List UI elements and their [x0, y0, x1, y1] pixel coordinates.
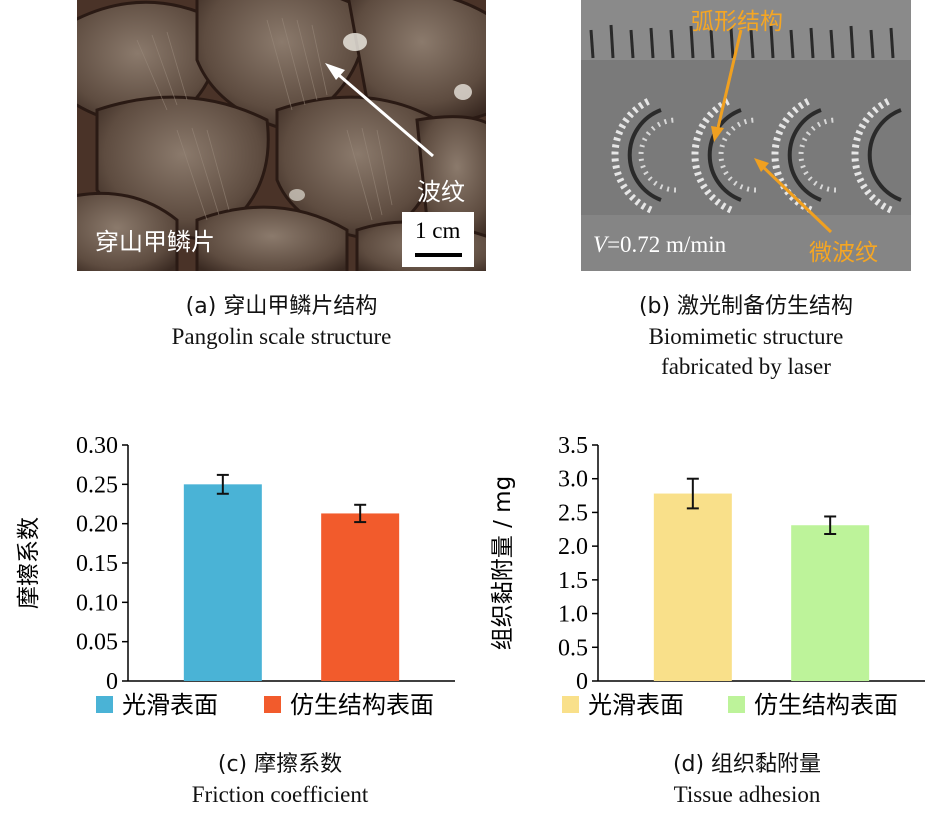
y-axis-label: 摩擦系数	[16, 517, 42, 609]
caption-d: (d) 组织黏附量 Tissue adhesion	[567, 750, 927, 810]
label-ripple: 波纹	[417, 178, 465, 206]
legend-swatch	[728, 696, 745, 713]
y-tick-label: 0.30	[76, 433, 118, 459]
label-arc-structure: 弧形结构	[691, 9, 783, 35]
caption-b-cn: (b) 激光制备仿生结构	[638, 294, 854, 319]
y-tick-label: 0	[576, 669, 588, 695]
pangolin-scale-photo: 穿山甲鳞片 波纹 1 cm	[77, 0, 486, 271]
pangolin-scale-illustration	[77, 0, 486, 271]
arc-structure-arrow	[715, 29, 743, 133]
legend-swatch	[96, 696, 113, 713]
y-tick-label: 0.15	[76, 551, 118, 577]
ripple-arrow	[332, 68, 434, 158]
y-tick-label: 0	[106, 669, 118, 695]
caption-b: (b) 激光制备仿生结构 Biomimetic structure fabric…	[581, 292, 911, 382]
caption-a-en: Pangolin scale structure	[171, 324, 392, 349]
y-tick-label: 2.5	[558, 500, 588, 526]
label-micro-ripple: 微波纹	[809, 240, 878, 266]
y-tick-label: 2.0	[558, 534, 588, 560]
y-tick-label: 3.5	[558, 433, 588, 459]
legend-label: 仿生结构表面	[290, 691, 434, 719]
legend-label: 光滑表面	[122, 691, 218, 719]
y-tick-label: 0.25	[76, 472, 118, 498]
y-axis-label: 组织黏附量 / mg	[490, 476, 516, 650]
legend-swatch	[264, 696, 281, 713]
legend-swatch	[562, 696, 579, 713]
y-tick-label: 1.5	[558, 568, 588, 594]
label-pangolin-scale: 穿山甲鳞片	[95, 228, 215, 256]
legend-label: 仿生结构表面	[754, 691, 898, 719]
caption-c-en: Friction coefficient	[191, 782, 369, 807]
bar-smooth-surface	[653, 493, 732, 681]
caption-d-en: Tissue adhesion	[673, 782, 821, 807]
tissue-adhesion-chart: 0 0.5 1.0 1.5 2.0 2.5 3.0 3.5 组织黏附量 / mg 光滑表面 仿生结构…	[490, 433, 925, 719]
caption-a: (a) 穿山甲鳞片结构 Pangolin scale structure	[77, 292, 486, 352]
y-tick-label: 3.0	[558, 467, 588, 493]
y-tick-label: 0.10	[76, 590, 118, 616]
legend-label: 光滑表面	[588, 691, 684, 719]
bar-biomimetic-surface	[791, 525, 870, 681]
scale-bar-label: 1 cm	[415, 218, 461, 243]
speed-variable: V	[593, 232, 608, 257]
laser-speed-label: V=0.72 m/min	[593, 232, 726, 258]
caption-a-cn: (a) 穿山甲鳞片结构	[185, 294, 378, 319]
caption-b-en-line2: fabricated by laser	[661, 354, 831, 379]
bar-biomimetic-surface	[321, 513, 400, 681]
speed-value: =0.72 m/min	[607, 232, 727, 257]
y-tick-label: 0.5	[558, 635, 588, 661]
laser-structure-illustration	[581, 0, 911, 271]
y-tick-label: 0.20	[76, 512, 118, 538]
y-tick-label: 0.05	[76, 630, 118, 656]
caption-d-cn: (d) 组织黏附量	[672, 752, 822, 777]
caption-c-cn: (c) 摩擦系数	[217, 752, 343, 777]
bar-smooth-surface	[183, 484, 262, 681]
caption-b-en-line1: Biomimetic structure	[648, 324, 844, 349]
biomimetic-structure-micrograph: 弧形结构 微波纹 V=0.72 m/min	[581, 0, 911, 271]
y-tick-label: 1.0	[558, 602, 588, 628]
caption-c: (c) 摩擦系数 Friction coefficient	[100, 750, 460, 810]
micro-ripple-arrow	[759, 163, 833, 234]
